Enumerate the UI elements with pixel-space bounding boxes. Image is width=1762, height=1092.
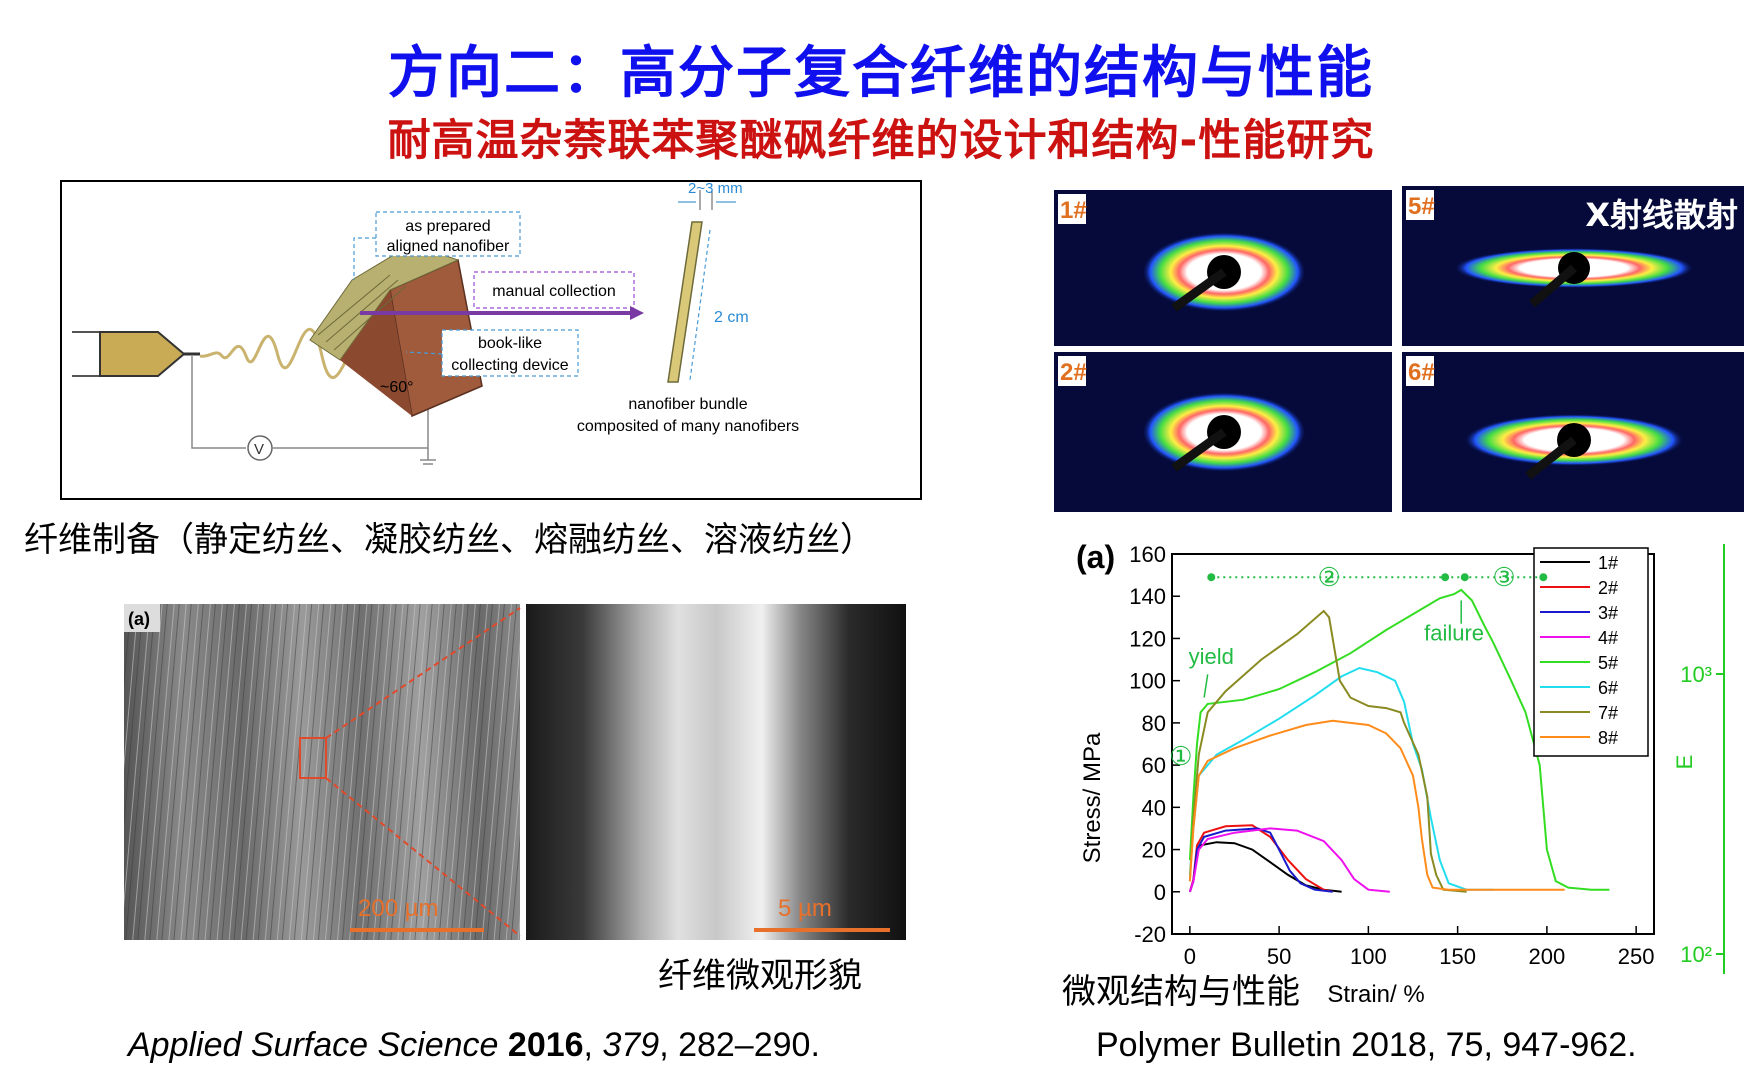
y-tick-label: -20: [1134, 922, 1166, 947]
legend-label-5: 5#: [1598, 653, 1618, 673]
xray-label-6: 6#: [1408, 359, 1435, 386]
annotation-yield-arrow: [1203, 674, 1209, 698]
angle-label: ~60°: [380, 379, 414, 396]
annotation-region-3: ③: [1492, 562, 1515, 592]
x-tick-label: 100: [1350, 944, 1387, 969]
nanofiber-bundle-icon: [667, 221, 703, 383]
electrospinning-schematic: V ~60° as prepared aligned nanofiber man…: [60, 180, 922, 500]
bundle-label: nanofiber bundle: [628, 396, 747, 413]
bundle-composition-label: composited of many nanofibers: [577, 418, 799, 435]
sem-panel-label: (a): [128, 609, 150, 629]
series-line-4: [1188, 827, 1390, 893]
ref-left-pages: , 282–290.: [659, 1026, 820, 1064]
y-tick-label: 120: [1129, 626, 1166, 651]
legend-label-1: 1#: [1598, 553, 1618, 573]
y-tick-label: 140: [1129, 584, 1166, 609]
series-line-7: [1188, 609, 1467, 893]
x-tick-label: 150: [1439, 944, 1476, 969]
width-label: 2~3 mm: [688, 180, 743, 197]
y-tick-label: 60: [1142, 753, 1166, 778]
xray-label-5: 5#: [1408, 193, 1435, 220]
book-like-label: book-like: [478, 335, 542, 352]
legend-label-7: 7#: [1598, 703, 1618, 723]
xray-overlay-title: X射线散射: [1585, 196, 1738, 234]
x-tick-label: 250: [1618, 944, 1655, 969]
chart-x-label: Strain/ %: [1327, 981, 1424, 1008]
y-tick-label: 40: [1142, 795, 1166, 820]
scale-bar-right-label: 5 µm: [778, 895, 832, 922]
reference-right: Polymer Bulletin 2018, 75, 947-962.: [1096, 1026, 1637, 1064]
series-line-5: [1188, 588, 1610, 891]
x-tick-label: 0: [1184, 944, 1196, 969]
legend-label-4: 4#: [1598, 628, 1618, 648]
sem-images: (a) 200 µm 5 µm: [124, 604, 906, 940]
annotation-failure: failure: [1424, 621, 1484, 646]
scale-bar-left-label: 200 µm: [358, 895, 439, 922]
caption-morphology: 纤维微观形貌: [658, 956, 862, 996]
legend-label-2: 2#: [1598, 578, 1618, 598]
as-prepared-label: as prepared: [405, 218, 490, 235]
voltage-label: V: [254, 441, 264, 458]
legend-label-3: 3#: [1598, 603, 1618, 623]
ref-left-year: 2016: [507, 1026, 584, 1064]
ref-left-sep: ,: [583, 1026, 603, 1064]
legend-label-8: 8#: [1598, 728, 1618, 748]
y-tick-label: 80: [1142, 711, 1166, 736]
xray-label-1: 1#: [1060, 197, 1087, 224]
y-tick-label: 0: [1154, 880, 1166, 905]
y-tick-label: 100: [1129, 669, 1166, 694]
chart-y-label: Stress/ MPa: [1079, 732, 1106, 863]
y-tick-label: 20: [1142, 838, 1166, 863]
annotation-region-dot: [1539, 573, 1548, 582]
chart-legend-box: [1533, 547, 1649, 757]
right-axis-tick-label: 10²: [1680, 942, 1712, 967]
reference-left: Applied Surface Science 2016, 379, 282–2…: [128, 1026, 820, 1065]
annotation-region-dot: [1460, 573, 1469, 582]
chart-plot-frame: [1171, 553, 1655, 935]
x-tick-label: 50: [1267, 944, 1291, 969]
series-line-6: [1188, 666, 1494, 891]
page-subtitle: 耐高温杂萘联苯聚醚砜纤维的设计和结构-性能研究: [387, 116, 1375, 166]
xray-scattering-panels: 1# 5# 2# 6# X射线散射: [1054, 186, 1744, 512]
collecting-device-label: collecting device: [451, 357, 569, 374]
length-label: 2 cm: [714, 309, 749, 326]
manual-collection-label: manual collection: [492, 283, 616, 300]
series-line-3: [1188, 827, 1333, 893]
series-line-8: [1188, 719, 1565, 891]
caption-structure: 微观结构与性能: [1062, 972, 1300, 1012]
annotation-region-dot: [1207, 573, 1216, 582]
ref-left-volume: 379: [602, 1026, 660, 1064]
right-axis-tick-label: 10³: [1680, 662, 1712, 687]
syringe-icon: [99, 331, 186, 377]
annotation-region-dot: [1441, 573, 1450, 582]
y-tick-label: 160: [1129, 542, 1166, 567]
aligned-nanofiber-label: aligned nanofiber: [387, 238, 510, 255]
annotation-region-2: ②: [1317, 562, 1340, 592]
x-tick-label: 200: [1529, 944, 1566, 969]
annotation-region-1: ①: [1169, 741, 1192, 771]
legend-label-6: 6#: [1598, 678, 1618, 698]
chart-panel-label: (a): [1076, 539, 1115, 575]
annotation-yield: yield: [1189, 644, 1234, 669]
stress-strain-chart: 0 50 100 150 200 250 -20 0 20 40 60 80 100 120 140 160 1…: [1056, 534, 1756, 1014]
caption-preparation: 纤维制备（静定纺丝、凝胶纺丝、熔融纺丝、溶液纺丝）: [24, 520, 874, 560]
ref-left-journal: Applied Surface Science: [128, 1026, 508, 1064]
xray-label-2: 2#: [1060, 359, 1087, 386]
page-title: 方向二：高分子复合纤维的结构与性能: [388, 41, 1374, 106]
chart-right-label: E: [1672, 755, 1697, 770]
